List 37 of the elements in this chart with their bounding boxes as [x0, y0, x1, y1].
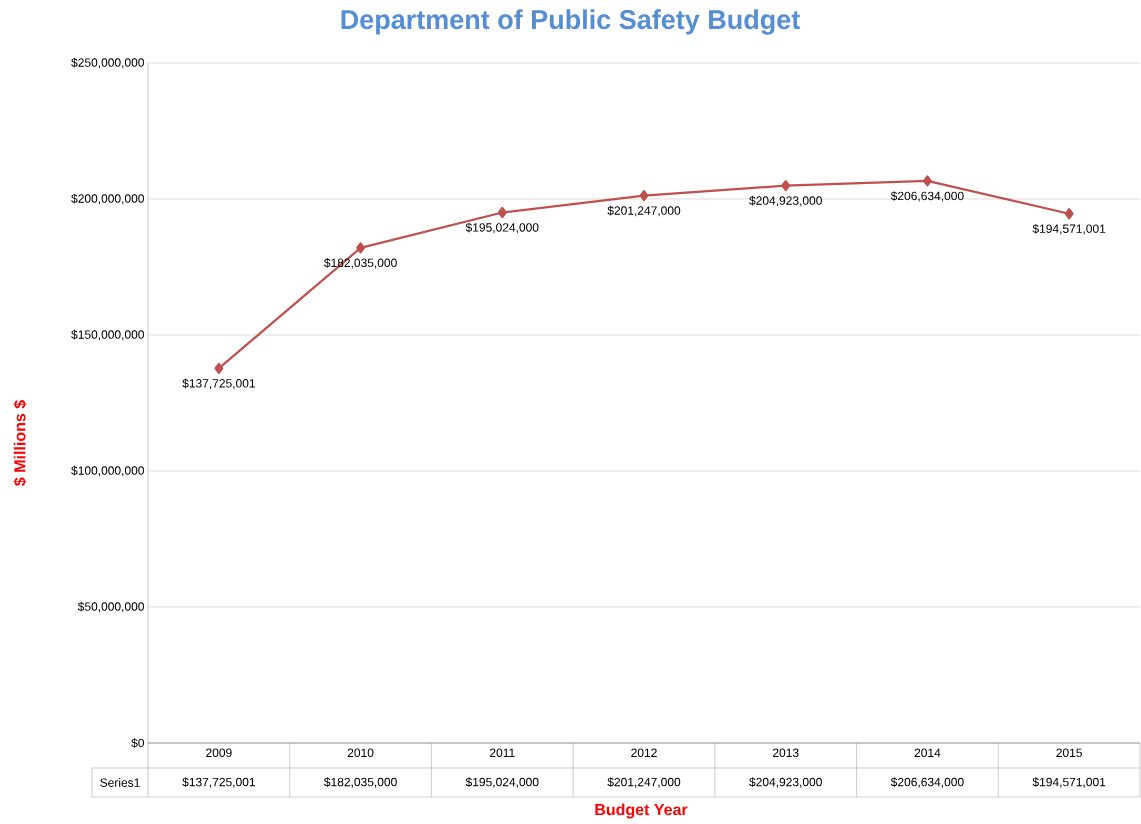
- data-label: $204,923,000: [749, 777, 822, 788]
- data-label: $195,024,000: [465, 777, 539, 788]
- y-tick-label: $250,000,000: [71, 57, 144, 69]
- chart-title: Department of Public Safety Budget: [341, 9, 800, 35]
- point: [214, 362, 224, 374]
- data-label: $194,571,001: [1032, 777, 1106, 788]
- x-tick-label: 2014: [914, 748, 941, 758]
- y-axis-title: $ Millions $: [13, 400, 27, 486]
- y-tick-label: $50,000,000: [77, 601, 144, 613]
- x-tick-label: 2010: [347, 748, 374, 758]
- y-tick-label: $150,000,000: [71, 329, 144, 341]
- data-label: $182,035,000: [324, 777, 397, 788]
- y-tick-label: $0: [131, 738, 145, 748]
- text: $194,571,001: [1032, 223, 1106, 235]
- text: $201,247,000: [607, 205, 681, 217]
- point: [1064, 208, 1074, 220]
- text: $195,024,000: [465, 222, 539, 234]
- text: $204,923,000: [749, 195, 822, 207]
- point: [922, 175, 932, 187]
- text: Series1: [100, 778, 140, 787]
- x-tick-label: 2013: [772, 748, 799, 758]
- data-label: $206,634,000: [890, 777, 964, 788]
- y-tick-label: $200,000,000: [71, 193, 144, 205]
- text: $206,634,000: [890, 191, 964, 202]
- x-axis-title: Budget Year: [595, 803, 688, 819]
- data-label: $137,725,001: [182, 777, 255, 788]
- x-tick-label: 2009: [206, 748, 232, 758]
- x-tick-label: 2012: [631, 748, 657, 758]
- point: [639, 190, 649, 202]
- point: [356, 242, 366, 254]
- x-tick-label: 2015: [1056, 748, 1082, 758]
- data-label: $201,247,000: [607, 777, 681, 788]
- text: $137,725,001: [182, 378, 255, 389]
- point: [497, 206, 507, 219]
- y-tick-label: $100,000,000: [71, 465, 144, 477]
- point: [781, 180, 791, 192]
- x-tick-label: 2011: [489, 748, 515, 758]
